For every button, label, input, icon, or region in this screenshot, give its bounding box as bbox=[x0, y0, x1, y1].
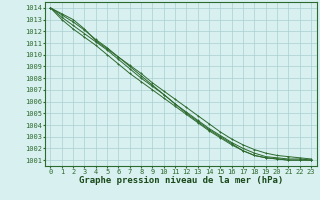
X-axis label: Graphe pression niveau de la mer (hPa): Graphe pression niveau de la mer (hPa) bbox=[79, 176, 283, 185]
